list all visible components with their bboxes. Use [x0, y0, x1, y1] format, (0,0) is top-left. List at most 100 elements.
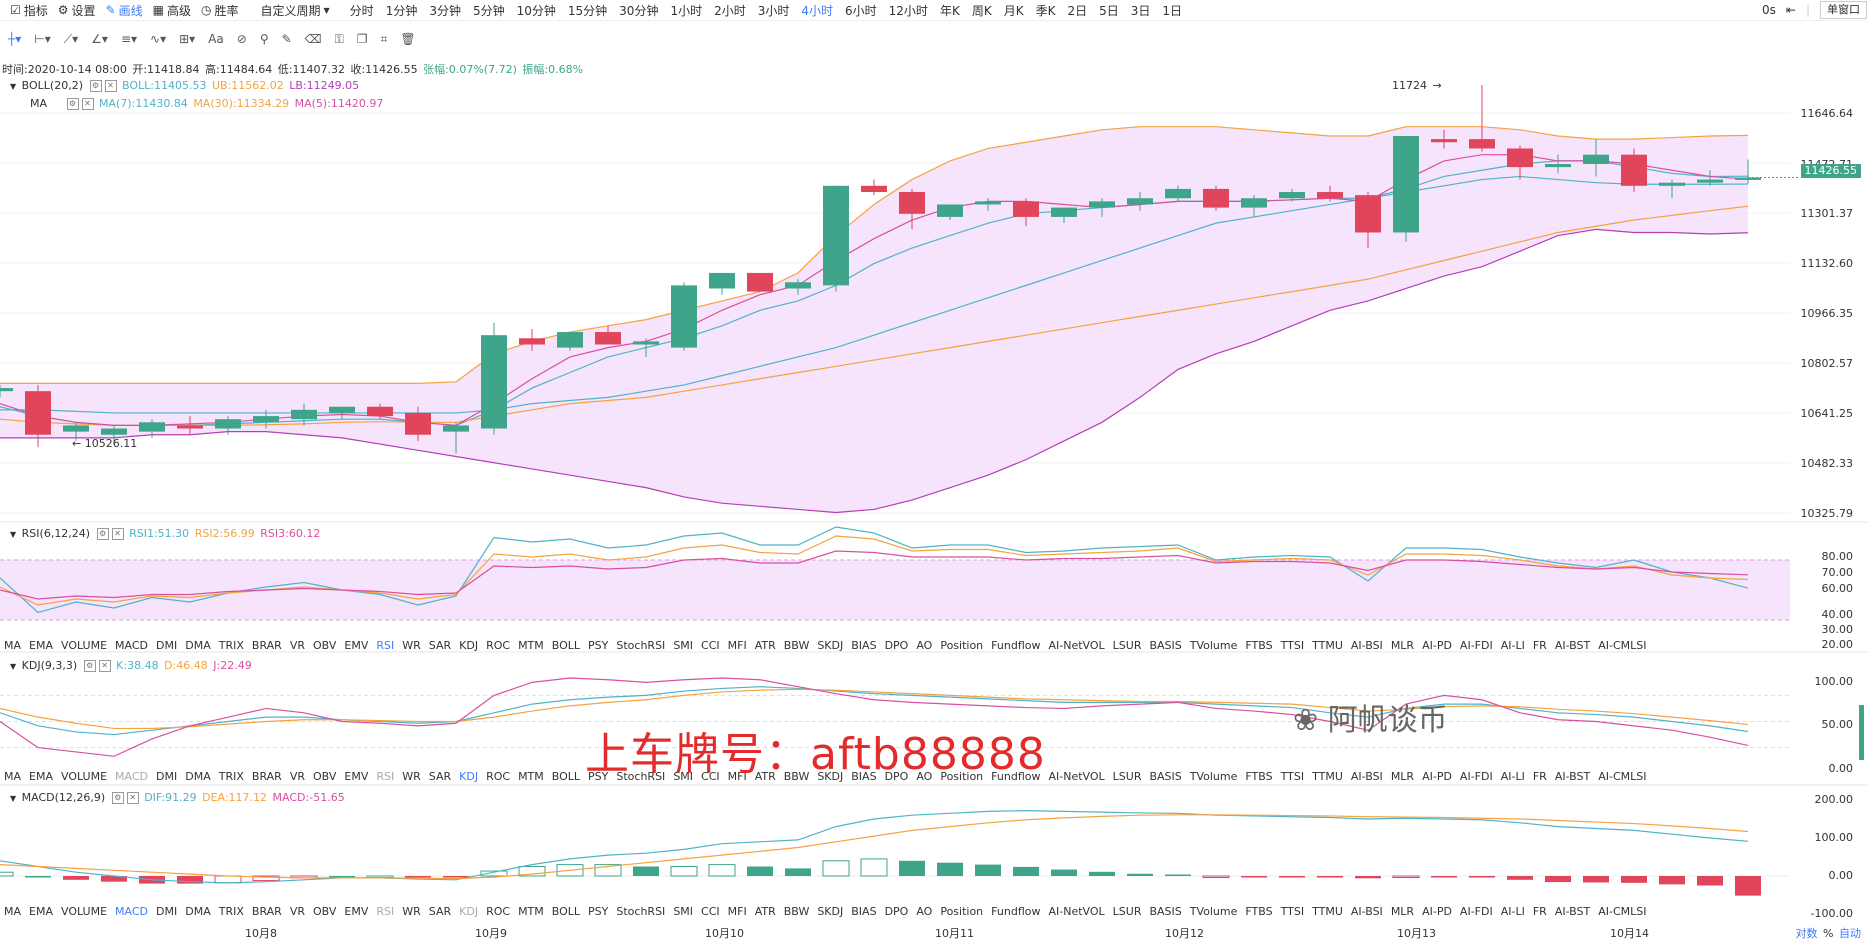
tab-ttsi[interactable]: TTSI [1280, 770, 1305, 783]
minimize-icon[interactable]: ⇤ [1785, 3, 1796, 17]
tab-ftbs[interactable]: FTBS [1245, 905, 1273, 918]
measure-icon[interactable]: ⊞▾ [179, 32, 196, 46]
tab-ma[interactable]: MA [4, 770, 22, 783]
tab-ftbs[interactable]: FTBS [1245, 770, 1273, 783]
tab-bias[interactable]: BIAS [851, 639, 877, 652]
tab-ai-cmlsi[interactable]: AI-CMLSI [1598, 905, 1647, 918]
tab-dmi[interactable]: DMI [156, 639, 178, 652]
tab-lsur[interactable]: LSUR [1112, 905, 1142, 918]
fib-icon[interactable]: ∿▾ [150, 32, 167, 46]
tab-basis[interactable]: BASIS [1149, 639, 1182, 652]
tab-ao[interactable]: AO [916, 770, 933, 783]
period-2[interactable]: 3分钟 [429, 3, 461, 18]
tab-bias[interactable]: BIAS [851, 770, 877, 783]
tab-dpo[interactable]: DPO [884, 639, 909, 652]
tab-dma[interactable]: DMA [185, 905, 211, 918]
tab-ao[interactable]: AO [916, 905, 933, 918]
tab-kdj[interactable]: KDJ [459, 639, 479, 652]
tab-ai-pd[interactable]: AI-PD [1422, 905, 1452, 918]
tab-wr[interactable]: WR [402, 905, 421, 918]
link-icon[interactable]: ⚲ [259, 32, 269, 46]
tab-brar[interactable]: BRAR [251, 639, 282, 652]
ray-icon[interactable]: ∠▾ [91, 32, 108, 46]
tab-ttsi[interactable]: TTSI [1280, 639, 1305, 652]
tab-ttmu[interactable]: TTMU [1312, 770, 1343, 783]
tab-cci[interactable]: CCI [701, 905, 720, 918]
period-9[interactable]: 3小时 [757, 3, 790, 18]
pencil-icon[interactable]: ✎ [281, 32, 292, 46]
channel-icon[interactable]: ≡▾ [120, 32, 138, 46]
tab-mfi[interactable]: MFI [727, 639, 747, 652]
tab-boll[interactable]: BOLL [551, 639, 581, 652]
period-16[interactable]: 季K [1035, 3, 1056, 18]
percent-scale-button[interactable]: % [1823, 927, 1834, 940]
period-14[interactable]: 周K [971, 3, 992, 18]
tab-emv[interactable]: EMV [344, 639, 369, 652]
tab-boll[interactable]: BOLL [551, 770, 581, 783]
tab-psy[interactable]: PSY [588, 770, 609, 783]
tab-trix[interactable]: TRIX [218, 905, 244, 918]
tab-sar[interactable]: SAR [428, 770, 452, 783]
tab-dpo[interactable]: DPO [884, 905, 909, 918]
tab-ai-bsi[interactable]: AI-BSI [1350, 770, 1383, 783]
period-18[interactable]: 5日 [1099, 3, 1119, 18]
tab-smi[interactable]: SMI [673, 770, 694, 783]
tab-ai-bst[interactable]: AI-BST [1554, 905, 1591, 918]
period-12[interactable]: 12小时 [888, 3, 928, 18]
settings-icon[interactable]: ⚙ [96, 528, 109, 540]
tab-ai-pd[interactable]: AI-PD [1422, 770, 1452, 783]
tab-stochrsi[interactable]: StochRSI [616, 770, 666, 783]
tab-mfi[interactable]: MFI [727, 770, 747, 783]
settings-button[interactable]: ⚙ 设置 [58, 2, 96, 19]
tab-kdj[interactable]: KDJ [459, 770, 479, 783]
trend-line-icon[interactable]: ⟋▾ [63, 31, 79, 46]
period-17[interactable]: 2日 [1067, 3, 1088, 18]
tab-ema[interactable]: EMA [29, 639, 53, 652]
tab-volume[interactable]: VOLUME [60, 770, 108, 783]
tab-lsur[interactable]: LSUR [1112, 639, 1142, 652]
tab-fr[interactable]: FR [1532, 770, 1547, 783]
trash-icon[interactable]: 🗑 [400, 32, 416, 46]
tab-position[interactable]: Position [940, 770, 984, 783]
close-icon[interactable]: ✕ [98, 660, 111, 672]
tab-ma[interactable]: MA [4, 905, 22, 918]
tab-ai-li[interactable]: AI-LI [1500, 905, 1525, 918]
period-6[interactable]: 30分钟 [619, 3, 659, 18]
tab-bias[interactable]: BIAS [851, 905, 877, 918]
clone-icon[interactable]: ❐ [356, 32, 368, 46]
collapse-icon[interactable]: ▼ [10, 82, 17, 91]
tab-basis[interactable]: BASIS [1149, 905, 1182, 918]
tab-emv[interactable]: EMV [344, 905, 369, 918]
collapse-icon[interactable]: ▼ [10, 662, 17, 671]
tab-dmi[interactable]: DMI [156, 770, 178, 783]
period-4[interactable]: 10分钟 [516, 3, 556, 18]
tab-trix[interactable]: TRIX [218, 639, 244, 652]
tab-ai-cmlsi[interactable]: AI-CMLSI [1598, 639, 1647, 652]
tab-tvolume[interactable]: TVolume [1189, 639, 1238, 652]
settings-icon[interactable]: ⚙ [83, 660, 96, 672]
tab-rsi[interactable]: RSI [376, 770, 395, 783]
tab-position[interactable]: Position [940, 905, 984, 918]
tab-ai-cmlsi[interactable]: AI-CMLSI [1598, 770, 1647, 783]
tab-rsi[interactable]: RSI [376, 639, 395, 652]
tab-obv[interactable]: OBV [313, 639, 337, 652]
collapse-icon[interactable]: ▼ [10, 530, 17, 539]
tab-volume[interactable]: VOLUME [60, 905, 108, 918]
tab-ai-fdi[interactable]: AI-FDI [1459, 639, 1493, 652]
advanced-button[interactable]: ▦ 高级 [153, 2, 191, 19]
auto-scale-button[interactable]: 自动 [1839, 927, 1861, 940]
eraser-icon[interactable]: ⌫ [304, 32, 322, 46]
tab-stochrsi[interactable]: StochRSI [616, 905, 666, 918]
tab-boll[interactable]: BOLL [551, 905, 581, 918]
tab-dmi[interactable]: DMI [156, 905, 178, 918]
tab-skdj[interactable]: SKDJ [817, 639, 844, 652]
tab-lsur[interactable]: LSUR [1112, 770, 1142, 783]
tab-atr[interactable]: ATR [754, 639, 776, 652]
period-1[interactable]: 1分钟 [385, 3, 418, 18]
period-15[interactable]: 月K [1003, 3, 1024, 18]
tab-tvolume[interactable]: TVolume [1189, 770, 1238, 783]
period-11[interactable]: 6小时 [845, 3, 877, 18]
tab-roc[interactable]: ROC [486, 639, 511, 652]
period-10[interactable]: 4小时 [801, 3, 834, 18]
